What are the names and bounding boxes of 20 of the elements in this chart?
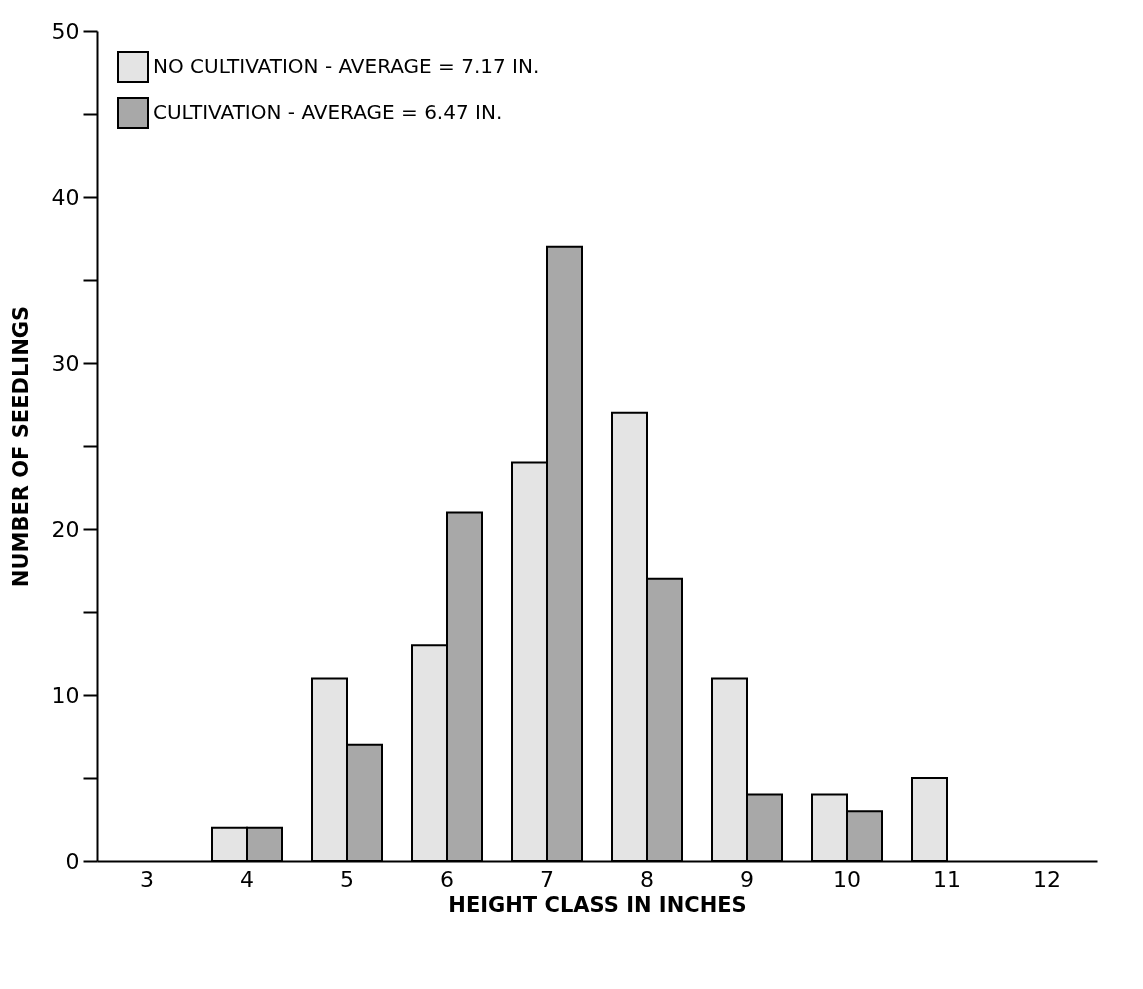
y-tick-label: 10 [51,682,80,708]
x-tick-label: 3 [140,866,154,892]
x-tick-label: 12 [1033,866,1061,892]
x-tick-label: 8 [640,866,654,892]
x-tick-label: 9 [740,866,754,892]
y-tick-label: 0 [65,848,80,874]
x-tick-label: 7 [540,866,554,892]
x-tick-label: 5 [340,866,354,892]
y-tick-label: 40 [51,184,80,210]
y-tick-label: 50 [51,18,80,44]
y-tick-label: 20 [51,516,80,542]
y-tick-label: 30 [51,350,80,376]
x-tick-label: 4 [240,866,254,892]
legend-label: CULTIVATION - AVERAGE = 6.47 IN. [153,100,503,124]
x-axis-title: HEIGHT CLASS IN INCHES [448,892,747,917]
x-tick-label: 11 [933,866,961,892]
y-axis-title: NUMBER OF SEEDLINGS [8,305,33,588]
x-tick-label: 10 [833,866,861,892]
legend-label: NO CULTIVATION - AVERAGE = 7.17 IN. [153,54,540,78]
x-tick-label: 6 [440,866,454,892]
